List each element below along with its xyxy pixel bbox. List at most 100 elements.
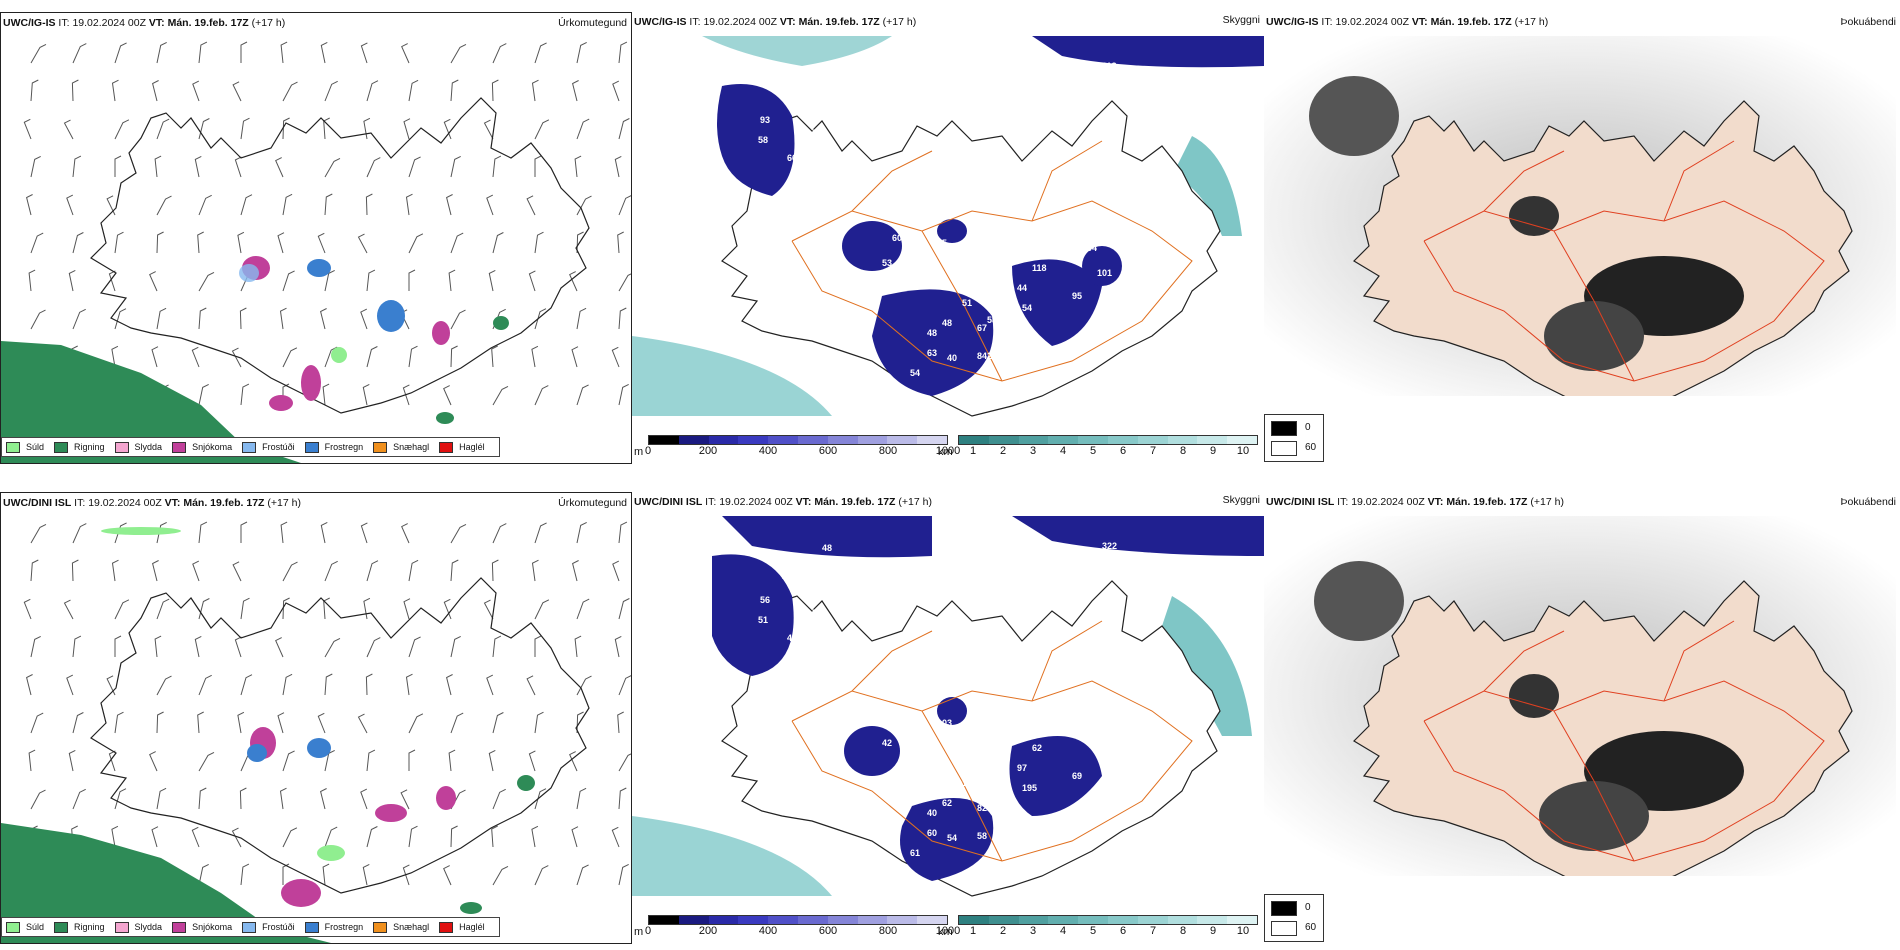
iceland-outline [90, 97, 590, 414]
colorbar-tick: 200 [698, 925, 718, 937]
colorbar-tick: 600 [818, 445, 838, 457]
iceland-outline [1353, 100, 1853, 396]
visibility-km-colorbar: 1 2 3 4 5 6 7 8 9 10 [958, 435, 1258, 457]
legend-swatch [242, 441, 257, 453]
iceland-outline [721, 580, 1221, 897]
visibility-km-colorbar: 1 2 3 4 5 6 7 8 9 10 [958, 915, 1258, 937]
visibility-value-label: 113 [1102, 61, 1117, 71]
colorbar-tick: 1 [969, 925, 977, 937]
colorbar-tick: 1 [969, 445, 977, 457]
visibility-value-label: 92 [1012, 248, 1022, 258]
precip-type-panel-bottom: UWC/DINI ISL IT: 19.02.2024 00Z VT: Mán.… [0, 492, 632, 944]
visibility-value-label: 894 [862, 571, 877, 581]
iceland-precip-map [1, 41, 631, 463]
panel-title: UWC/DINI ISL IT: 19.02.2024 00Z VT: Mán.… [634, 496, 932, 508]
unit-label-km: km [938, 446, 953, 458]
unit-label-m: m [634, 926, 644, 938]
legend-item: Snæhagl [373, 921, 429, 933]
visibility-value-label: 55 [812, 608, 822, 618]
visibility-value-label: 44 [1017, 283, 1027, 293]
visibility-value-label: 916 [832, 793, 847, 803]
colorbar-tick: 10 [1236, 925, 1250, 937]
visibility-value-label: 60 [892, 233, 902, 243]
panel-title: UWC/DINI ISL IT: 19.02.2024 00Z VT: Mán.… [1266, 496, 1564, 508]
visibility-value-label: 54 [1022, 303, 1032, 313]
fog-label-60: 60 [1305, 442, 1317, 453]
iceland-precip-map [1, 521, 631, 943]
visibility-value-label: 95 [1072, 291, 1082, 301]
fog-indicator-panel-top: UWC/IG-IS IT: 19.02.2024 00Z VT: Mán. 19… [1264, 12, 1900, 464]
panel-title: UWC/IG-IS IT: 19.02.2024 00Z VT: Mán. 19… [3, 17, 286, 29]
colorbar-tick: 9 [1209, 445, 1217, 457]
visibility-value-label: 40 [947, 353, 957, 363]
teal-low-vis-area [632, 336, 832, 416]
colorbar-tick: 1000 [935, 925, 961, 937]
visibility-value-label: 58 [987, 315, 997, 325]
unit-label-km: km [938, 926, 953, 938]
iceland-fog-map [1264, 36, 1896, 396]
precip-legend: Súld Rigning Slydda Snjókoma Frostúði Frostre… [1, 437, 500, 457]
visibility-value-label: 69 [822, 648, 832, 658]
fog-legend: 0 60 [1264, 894, 1324, 942]
panel-type-label: Þokuábendi [1840, 496, 1896, 508]
fog-areas [1309, 76, 1744, 371]
legend-swatch [172, 921, 187, 933]
visibility-value-label: 93 [760, 115, 770, 125]
panel-title: UWC/DINI ISL IT: 19.02.2024 00Z VT: Mán.… [3, 497, 301, 509]
legend-label: Snjókoma [192, 442, 233, 452]
colorbar-tick: 0 [644, 925, 652, 937]
visibility-value-label: 100 [1142, 71, 1157, 81]
legend-item: Slydda [114, 921, 163, 933]
colorbar-tick: 7 [1149, 445, 1157, 457]
legend-label: Snjókoma [192, 922, 233, 932]
visibility-value-label: 62 [942, 798, 952, 808]
visibility-value-label: 842 [977, 351, 992, 361]
visibility-value-label: 85 [937, 238, 947, 248]
visibility-value-label: 136 [962, 778, 977, 788]
colorbar-tick: 8 [1179, 445, 1187, 457]
precip-legend: Súld Rigning Slydda Snjókoma Frostúði Frostre… [1, 917, 500, 937]
colorbar-tick: 600 [818, 925, 838, 937]
colorbar-tick: 5 [1089, 925, 1097, 937]
legend-label: Rigning [74, 922, 105, 932]
visibility-value-label: 76 [812, 128, 822, 138]
colorbar-strip [648, 435, 948, 445]
iceland-visibility-map: 48 894 166 322 99 89 202 155 56 51 55 45 69 69 103 42 90… [632, 516, 1264, 897]
colorbar-tick: 800 [878, 925, 898, 937]
visibility-value-label: 42 [882, 738, 892, 748]
legend-swatch [114, 921, 129, 933]
legend-swatch [6, 921, 20, 933]
legend-item: Frostúði [242, 921, 295, 933]
legend-swatch [54, 441, 69, 453]
fog-label-0: 0 [1305, 902, 1311, 913]
colorbar-tick: 5 [1089, 445, 1097, 457]
colorbar-tick: 400 [758, 925, 778, 937]
visibility-value-label: 60 [922, 253, 932, 263]
visibility-value-label: 108 [1097, 748, 1112, 758]
iceland-outline [721, 100, 1221, 417]
colorbar-strip [958, 435, 1258, 445]
fog-swatch-0 [1271, 901, 1297, 916]
visibility-value-label: 63 [822, 168, 832, 178]
legend-label: Súld [26, 442, 45, 452]
visibility-value-label: 120 [1032, 75, 1047, 85]
fog-swatch-0 [1271, 421, 1297, 436]
legend-label: Rigning [74, 442, 105, 452]
legend-label: Súld [26, 922, 45, 932]
fog-indicator-panel-bottom: UWC/DINI ISL IT: 19.02.2024 00Z VT: Mán.… [1264, 492, 1900, 944]
visibility-value-label: 48 [927, 328, 937, 338]
visibility-value-label: 51 [962, 298, 972, 308]
colorbar-tick: 6 [1119, 925, 1127, 937]
legend-item: Haglél [439, 441, 485, 453]
visibility-value-label: 166 [1032, 555, 1047, 565]
colorbar-tick: 10 [1236, 445, 1250, 457]
visibility-m-colorbar: 0 200 400 600 800 1000 [645, 435, 960, 457]
colorbar-strip [648, 915, 948, 925]
visibility-value-label: 56 [760, 595, 770, 605]
visibility-value-label: 66 [787, 153, 797, 163]
unit-label-m: m [634, 446, 644, 458]
fog-legend: 0 60 [1264, 414, 1324, 462]
legend-label: Slydda [134, 922, 163, 932]
visibility-value-label: 104 [1082, 243, 1097, 253]
visibility-m-colorbar: 0 200 400 600 800 1000 [644, 915, 960, 937]
